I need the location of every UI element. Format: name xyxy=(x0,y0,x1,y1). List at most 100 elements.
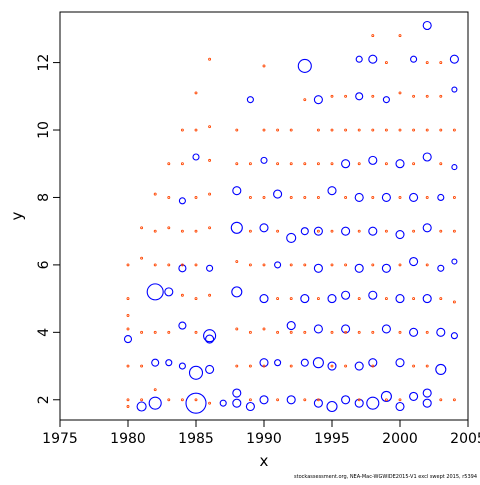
negative-residual-point xyxy=(194,263,198,267)
negative-residual-point xyxy=(412,162,416,166)
negative-residual-point xyxy=(276,330,280,334)
negative-residual-point xyxy=(235,128,239,132)
positive-residual-point xyxy=(395,401,405,412)
positive-residual-point xyxy=(435,363,447,375)
positive-residual-point xyxy=(395,358,405,368)
negative-residual-point xyxy=(398,263,402,267)
positive-residual-point xyxy=(436,327,446,337)
negative-residual-point xyxy=(439,128,443,132)
positive-residual-point xyxy=(185,392,207,414)
negative-residual-point xyxy=(248,330,252,334)
negative-residual-point xyxy=(167,196,171,199)
positive-residual-point xyxy=(230,221,243,234)
negative-residual-point xyxy=(276,297,280,301)
negative-residual-point xyxy=(412,128,416,132)
negative-residual-point xyxy=(452,300,456,304)
negative-residual-point xyxy=(194,128,198,132)
negative-residual-point xyxy=(330,229,334,233)
negative-residual-point xyxy=(153,330,157,334)
x-tick-label: 1980 xyxy=(110,431,146,447)
negative-residual-point xyxy=(425,61,429,65)
negative-residual-point xyxy=(425,263,429,267)
x-tick-label: 2000 xyxy=(382,431,418,447)
negative-residual-point xyxy=(303,98,307,102)
positive-residual-point xyxy=(205,364,215,374)
positive-residual-point xyxy=(178,264,187,273)
positive-residual-point xyxy=(300,294,310,304)
negative-residual-point xyxy=(303,398,307,402)
negative-residual-point xyxy=(276,128,280,132)
negative-residual-point xyxy=(371,263,375,267)
negative-residual-point xyxy=(248,229,252,233)
negative-residual-point xyxy=(194,330,198,334)
negative-residual-point xyxy=(412,297,416,301)
negative-residual-point xyxy=(330,162,334,166)
positive-residual-point xyxy=(380,390,392,402)
negative-residual-point xyxy=(371,128,375,132)
positive-residual-point xyxy=(245,401,255,412)
negative-residual-point xyxy=(180,162,184,166)
positive-residual-point xyxy=(313,263,323,273)
positive-residual-point xyxy=(422,152,432,162)
negative-residual-point xyxy=(153,192,157,196)
negative-residual-point xyxy=(126,263,130,267)
negative-residual-point xyxy=(316,128,320,132)
positive-residual-point xyxy=(341,159,351,169)
negative-residual-point xyxy=(167,226,171,230)
x-tick-label: 2005 xyxy=(450,431,480,447)
negative-residual-point xyxy=(180,398,184,402)
negative-residual-point xyxy=(439,297,443,301)
negative-residual-point xyxy=(303,263,307,267)
marks-layer xyxy=(123,20,459,414)
negative-residual-point xyxy=(126,314,130,317)
positive-residual-point xyxy=(409,327,419,337)
positive-residual-point xyxy=(341,290,351,300)
positive-residual-point xyxy=(297,58,312,74)
negative-residual-point xyxy=(439,94,443,98)
x-tick-label: 1985 xyxy=(178,431,214,447)
axes-layer: 1975 1980 1985 1990 1995 2000 2005 2 4 6 8 10 12 xyxy=(36,54,480,447)
positive-residual-point xyxy=(449,54,459,64)
positive-residual-point xyxy=(368,54,378,64)
negative-residual-point xyxy=(289,297,293,301)
negative-residual-point xyxy=(167,398,171,402)
negative-residual-point xyxy=(276,162,280,166)
negative-residual-point xyxy=(289,162,293,166)
negative-residual-point xyxy=(344,94,348,98)
positive-residual-point xyxy=(313,95,323,105)
negative-residual-point xyxy=(371,94,375,98)
positive-residual-point xyxy=(395,294,405,304)
positive-residual-point xyxy=(354,192,364,203)
negative-residual-point xyxy=(289,263,293,267)
negative-residual-point xyxy=(425,330,429,334)
negative-residual-point xyxy=(194,229,198,233)
negative-residual-point xyxy=(262,263,266,267)
negative-residual-point xyxy=(140,226,144,230)
x-tick-label: 1990 xyxy=(246,431,282,447)
y-tick-label: 4 xyxy=(36,328,52,337)
positive-residual-point xyxy=(451,164,458,171)
negative-residual-point xyxy=(412,364,416,368)
negative-residual-point xyxy=(248,364,252,368)
negative-residual-point xyxy=(262,327,266,331)
positive-residual-point xyxy=(409,192,419,203)
positive-residual-point xyxy=(165,359,173,367)
positive-residual-point xyxy=(300,227,309,236)
negative-residual-point xyxy=(126,297,130,301)
negative-residual-point xyxy=(330,128,334,132)
negative-residual-point xyxy=(248,196,252,199)
positive-residual-point xyxy=(368,226,378,236)
negative-residual-point xyxy=(303,162,307,166)
negative-residual-point xyxy=(180,293,184,297)
negative-residual-point xyxy=(371,196,375,199)
positive-residual-point xyxy=(205,334,215,344)
positive-residual-point xyxy=(286,321,296,331)
negative-residual-point xyxy=(316,297,320,301)
negative-residual-point xyxy=(357,128,361,132)
positive-residual-point xyxy=(409,391,419,401)
negative-residual-point xyxy=(439,162,443,166)
x-axis-label: x xyxy=(260,452,269,470)
